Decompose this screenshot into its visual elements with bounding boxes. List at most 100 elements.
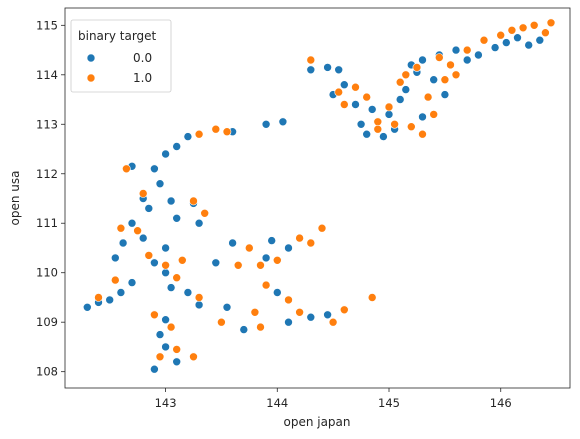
data-point-s1-57 [546, 18, 556, 28]
data-point-s0-71 [440, 90, 450, 99]
x-tick-label-3: 146 [490, 396, 512, 410]
data-point-s0-13 [144, 204, 154, 213]
data-point-s1-13 [166, 322, 176, 332]
data-point-s1-32 [295, 233, 304, 243]
data-point-s0-50 [334, 65, 344, 75]
data-point-s0-14 [166, 196, 176, 206]
data-point-s0-57 [395, 95, 405, 104]
data-point-s0-39 [306, 312, 316, 322]
data-point-s1-5 [161, 260, 170, 270]
data-point-s0-44 [261, 120, 271, 129]
data-point-s1-43 [390, 120, 399, 129]
data-point-s1-40 [351, 82, 360, 92]
data-point-s0-18 [172, 142, 181, 151]
data-point-s1-33 [272, 255, 282, 265]
data-point-s1-46 [429, 110, 439, 119]
data-point-s0-26 [155, 330, 165, 339]
y-tick-label-3: 111 [36, 216, 58, 230]
data-point-s0-68 [524, 40, 534, 50]
data-point-s0-60 [418, 55, 427, 65]
data-point-s0-34 [239, 325, 249, 334]
data-point-s0-28 [172, 357, 181, 367]
data-point-s0-21 [172, 214, 181, 223]
data-point-s1-38 [334, 87, 344, 97]
data-point-s0-37 [284, 243, 293, 253]
data-point-s0-31 [211, 258, 221, 268]
data-point-s1-26 [250, 307, 260, 317]
data-point-s1-55 [518, 23, 528, 33]
data-point-s1-4 [144, 251, 154, 260]
data-point-s1-9 [150, 310, 159, 320]
data-point-s1-61 [440, 75, 450, 84]
data-point-s1-56 [529, 20, 539, 30]
data-point-s1-47 [395, 77, 405, 87]
data-point-s1-17 [122, 164, 131, 174]
data-point-s1-15 [189, 196, 198, 206]
data-point-s0-66 [501, 38, 511, 47]
legend-label-1-0: 1.0 [133, 71, 152, 85]
data-point-s0-29 [150, 364, 159, 374]
data-point-s1-44 [406, 122, 416, 131]
data-point-s0-22 [161, 268, 170, 278]
data-point-s1-45 [418, 129, 427, 139]
data-point-s0-64 [474, 50, 483, 60]
y-axis: 108 109 110 111 112 113 114 115 [36, 18, 65, 379]
y-tick-label-1: 109 [36, 315, 58, 329]
data-point-s1-14 [138, 189, 148, 198]
data-point-s0-52 [356, 120, 366, 129]
data-point-s1-25 [217, 317, 226, 327]
data-point-s1-53 [496, 30, 506, 40]
data-point-s1-10 [155, 352, 165, 362]
data-point-s0-58 [401, 85, 411, 94]
data-point-s0-23 [166, 283, 176, 292]
data-point-s1-30 [306, 238, 316, 248]
data-point-s1-60 [423, 92, 433, 102]
data-point-s0-5 [111, 253, 120, 263]
data-point-s0-65 [490, 43, 500, 52]
legend-marker-1-0 [86, 73, 96, 83]
data-point-s0-27 [161, 342, 170, 352]
data-point-s1-27 [256, 322, 265, 332]
data-point-s1-1 [111, 275, 120, 285]
data-point-s0-70 [429, 75, 439, 84]
y-tick-label-0: 108 [36, 365, 58, 379]
data-point-s1-58 [541, 28, 550, 38]
data-point-s0-9 [161, 243, 170, 253]
data-point-s0-47 [323, 63, 332, 72]
data-point-s0-49 [339, 80, 349, 89]
data-point-s1-2 [116, 223, 126, 233]
data-point-s1-21 [233, 260, 243, 270]
data-point-s1-3 [133, 226, 142, 235]
legend-box [70, 19, 172, 93]
data-point-s1-34 [328, 317, 338, 327]
x-axis-label: open japan [283, 415, 350, 429]
y-tick-label-6: 114 [36, 68, 58, 82]
data-point-s0-6 [118, 238, 128, 248]
data-point-s0-51 [351, 100, 360, 109]
y-tick-label-5: 113 [36, 117, 58, 131]
data-point-s0-67 [513, 33, 522, 43]
y-tick-label-7: 115 [36, 18, 58, 32]
data-point-s1-41 [362, 92, 372, 102]
legend-marker-0-0 [86, 53, 96, 63]
data-point-s0-55 [384, 110, 394, 119]
data-point-s1-11 [172, 345, 181, 354]
data-point-s0-32 [228, 238, 237, 248]
data-point-s1-64 [401, 70, 411, 80]
x-tick-label-0: 143 [155, 396, 177, 410]
data-point-s0-54 [367, 105, 377, 114]
data-point-s1-39 [339, 100, 349, 109]
data-point-s0-46 [306, 65, 316, 75]
data-point-s1-12 [189, 352, 198, 362]
data-point-s1-59 [451, 70, 461, 80]
data-point-s1-50 [446, 60, 455, 70]
data-point-s1-19 [211, 124, 221, 134]
plot-area [83, 18, 556, 374]
y-tick-label-2: 110 [36, 266, 58, 280]
data-point-s0-8 [150, 258, 159, 268]
data-point-s1-51 [462, 45, 472, 55]
data-point-s1-62 [384, 102, 394, 112]
legend-label-0-0: 0.0 [133, 51, 152, 65]
data-point-s0-0 [83, 302, 92, 312]
